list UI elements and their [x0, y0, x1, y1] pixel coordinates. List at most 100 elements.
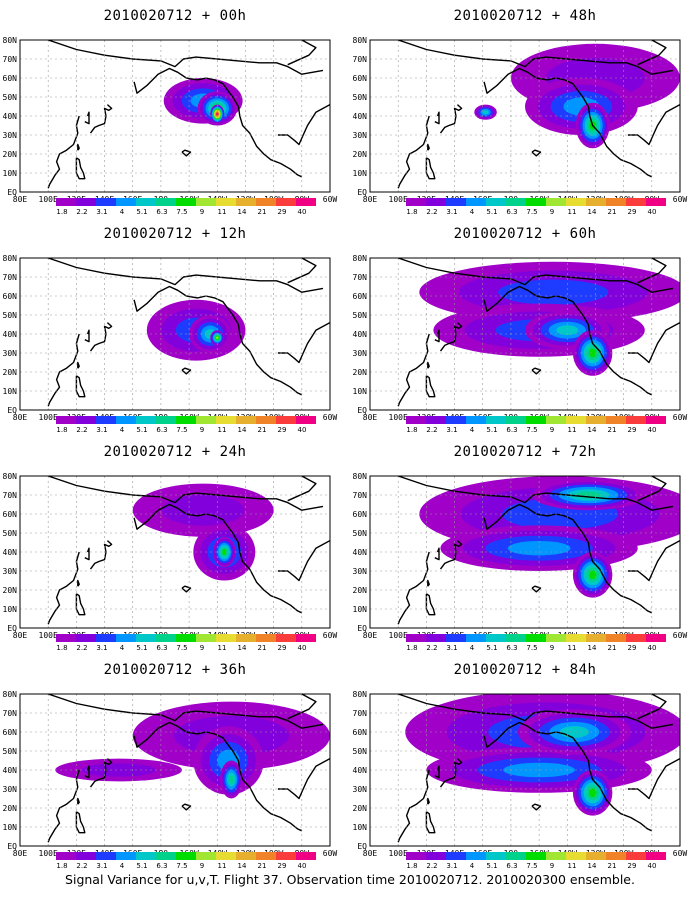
colorbar-swatch — [156, 634, 176, 642]
colorbar-swatch — [76, 198, 96, 206]
lon-tick-label: 80E — [363, 413, 378, 422]
colorbar-label: 4 — [470, 644, 475, 652]
lat-tick-label: 70N — [3, 55, 18, 64]
colorbar-label: 29 — [278, 426, 287, 434]
lat-tick-label: 20N — [353, 150, 368, 159]
lat-tick-label: 30N — [353, 349, 368, 358]
colorbar-label: 11 — [568, 644, 577, 652]
lat-tick-label: 20N — [353, 804, 368, 813]
colorbar-label: 3.1 — [446, 426, 457, 434]
lat-tick-label: 80N — [353, 36, 368, 45]
lat-tick-label: 20N — [353, 586, 368, 595]
colorbar-swatch — [176, 852, 196, 860]
colorbar-swatch — [466, 634, 486, 642]
colorbar-swatch — [646, 852, 666, 860]
shaded-field — [47, 476, 330, 625]
lat-tick-label: 80N — [3, 472, 18, 481]
colorbar-label: 2.2 — [426, 862, 437, 870]
colorbar-label: 11 — [218, 862, 227, 870]
colorbar-label: 9 — [550, 208, 554, 216]
colorbar-swatch — [116, 852, 136, 860]
colorbar: 1.8 2.2 3.1 4 5.1 6.3 7.5 9 11 14 21 29 40 — [56, 852, 316, 870]
colorbar-swatch — [506, 416, 526, 424]
lon-tick-label: 60W — [673, 195, 688, 204]
colorbar-swatch — [646, 634, 666, 642]
colorbar-label: 7.5 — [176, 644, 187, 652]
map-panel-60h: 2010020712 + 60h 80N 70N 60N 50N 40N 30N 20N 10N… — [350, 218, 700, 436]
colorbar-swatch — [276, 634, 296, 642]
colorbar-label: 2.2 — [426, 208, 437, 216]
colorbar-swatch — [136, 416, 156, 424]
colorbar-swatch — [566, 198, 586, 206]
colorbar-label: 1.8 — [406, 644, 417, 652]
lat-tick-label: 70N — [353, 491, 368, 500]
colorbar-swatch — [506, 852, 526, 860]
gridlines — [20, 40, 330, 192]
figure-caption: Signal Variance for u,v,T. Flight 37. Ob… — [65, 872, 635, 887]
lon-tick-label: 60W — [323, 413, 338, 422]
colorbar-label: 6.3 — [506, 862, 517, 870]
colorbar-label: 2.2 — [76, 644, 87, 652]
lat-tick-label: 10N — [353, 387, 368, 396]
colorbar-label: 40 — [298, 208, 307, 216]
colorbar-swatch — [586, 634, 606, 642]
lon-tick-label: 80E — [13, 195, 28, 204]
variance-contour — [162, 494, 245, 526]
lat-tick-label: 60N — [3, 510, 18, 519]
colorbar-label: 9 — [550, 644, 554, 652]
variance-contour — [482, 110, 489, 115]
gridlines — [20, 694, 330, 846]
colorbar-swatch — [526, 852, 546, 860]
colorbar-swatch — [176, 198, 196, 206]
colorbar-label: 2.2 — [426, 426, 437, 434]
lat-tick-label: 70N — [353, 55, 368, 64]
colorbar-label: 3.1 — [446, 208, 457, 216]
colorbar: 1.8 2.2 3.1 4 5.1 6.3 7.5 9 11 14 21 29 40 — [406, 852, 666, 870]
colorbar-swatch — [296, 198, 316, 206]
colorbar-label: 9 — [200, 208, 204, 216]
colorbar-label: 9 — [200, 644, 204, 652]
lat-tick-label: 10N — [353, 169, 368, 178]
colorbar-label: 11 — [218, 644, 227, 652]
colorbar-label: 40 — [648, 644, 657, 652]
lat-tick-label: 50N — [353, 747, 368, 756]
colorbar-swatch — [486, 416, 506, 424]
colorbar-swatch — [486, 852, 506, 860]
colorbar-label: 40 — [298, 862, 307, 870]
lat-tick-label: 60N — [3, 74, 18, 83]
shaded-field — [397, 476, 680, 625]
colorbar-swatch — [426, 634, 446, 642]
variance-map: 80N70N60N50N40N30N20N10NEQ80E100E120E140… — [3, 690, 338, 870]
colorbar-swatch — [136, 198, 156, 206]
colorbar-swatch — [466, 416, 486, 424]
colorbar-swatch — [296, 416, 316, 424]
colorbar-label: 5.1 — [486, 208, 497, 216]
colorbar: 1.8 2.2 3.1 4 5.1 6.3 7.5 9 11 14 21 29 40 — [406, 634, 666, 652]
lat-tick-label: 10N — [353, 605, 368, 614]
colorbar-swatch — [606, 198, 626, 206]
colorbar-swatch — [606, 634, 626, 642]
lon-tick-label: 80E — [363, 631, 378, 640]
colorbar-label: 5.1 — [136, 862, 147, 870]
colorbar-swatch — [156, 852, 176, 860]
lat-tick-label: 30N — [3, 131, 18, 140]
colorbar-label: 6.3 — [506, 426, 517, 434]
colorbar-label: 2.2 — [76, 426, 87, 434]
colorbar-label: 9 — [200, 426, 204, 434]
colorbar-swatch — [546, 416, 566, 424]
lat-tick-label: 30N — [353, 131, 368, 140]
lat-tick-label: 30N — [353, 567, 368, 576]
variance-contour — [507, 540, 571, 556]
colorbar-swatch — [586, 852, 606, 860]
colorbar-swatch — [276, 852, 296, 860]
colorbar-swatch — [96, 198, 116, 206]
lat-tick-label: 80N — [353, 690, 368, 699]
variance-contour — [556, 325, 579, 336]
colorbar: 1.8 2.2 3.1 4 5.1 6.3 7.5 9 11 14 21 29 40 — [406, 198, 666, 216]
variance-map: 80N70N60N50N40N30N20N10NEQ80E100E120E140… — [353, 254, 688, 434]
map-panel-36h: 2010020712 + 36h 80N 70N 60N 50N 40N 30N 20N 10N… — [0, 654, 350, 872]
lon-tick-label: 60W — [323, 849, 338, 858]
colorbar-label: 7.5 — [176, 208, 187, 216]
colorbar-swatch — [56, 852, 76, 860]
lon-tick-label: 100E — [389, 195, 408, 204]
